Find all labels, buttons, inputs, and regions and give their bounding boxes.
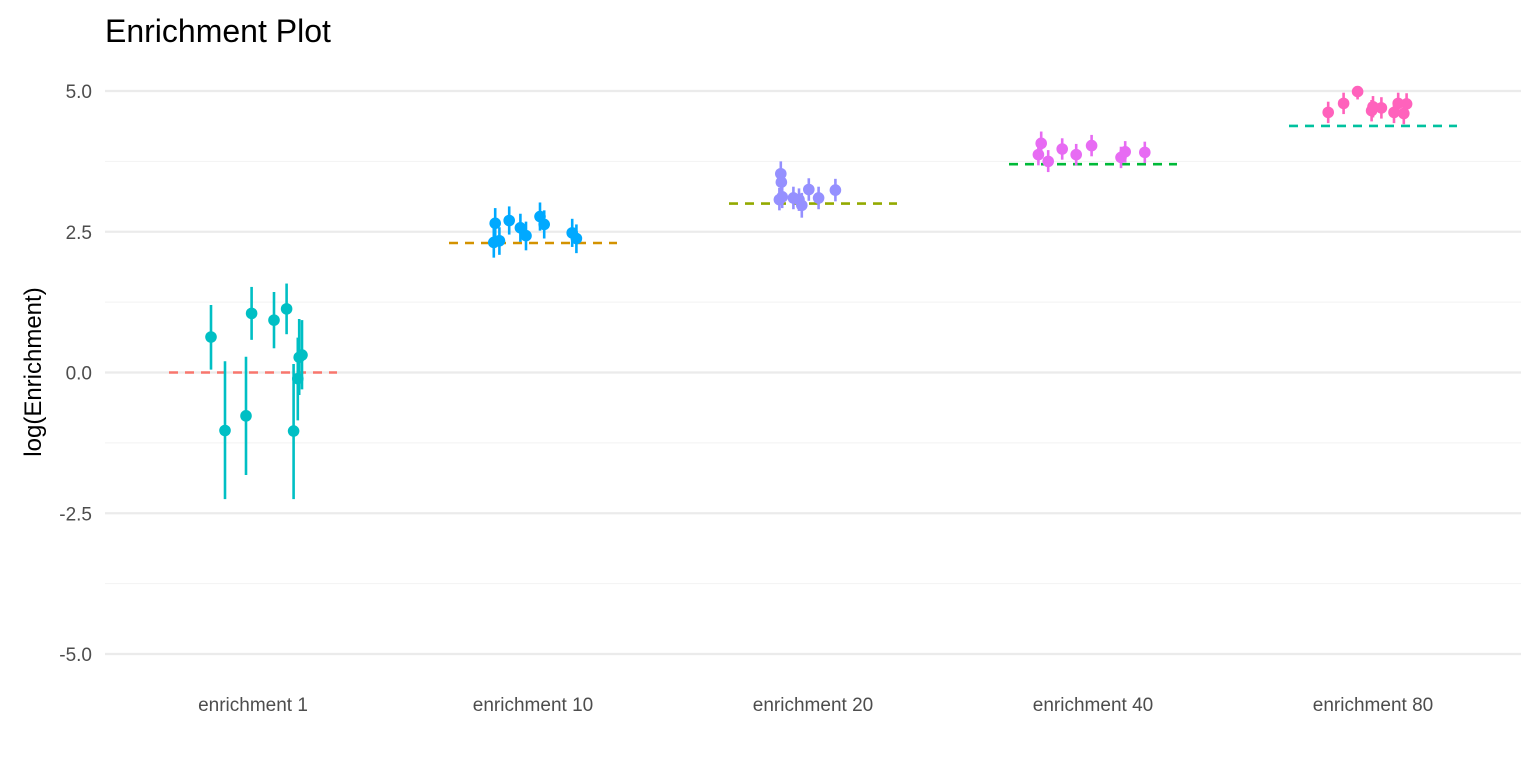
- x-axis-ticks: enrichment 1 enrichment 10 enrichment 20 en…: [198, 695, 1433, 716]
- data-point: [240, 410, 252, 422]
- data-point: [1070, 148, 1082, 161]
- data-point: [570, 232, 583, 245]
- data-point: [1322, 106, 1334, 119]
- data-point: [1056, 143, 1068, 155]
- data-point: [1042, 155, 1054, 168]
- data-point: [493, 234, 506, 247]
- x-tick-label: enrichment 40: [1033, 695, 1153, 716]
- x-tick-label: enrichment 20: [753, 695, 873, 716]
- grid-lines: [105, 89, 1521, 656]
- data-point: [775, 176, 788, 189]
- data-point: [538, 218, 550, 231]
- x-tick-label: enrichment 1: [198, 695, 308, 716]
- y-tick-label: 0.0: [66, 364, 92, 385]
- chart-title: Enrichment Plot: [105, 13, 331, 49]
- data-point: [520, 229, 532, 242]
- data-point: [296, 349, 308, 361]
- data-point: [219, 424, 231, 437]
- reference-lines: [169, 124, 1457, 374]
- data-point: [796, 199, 808, 212]
- y-tick-label: -2.5: [59, 504, 92, 525]
- data-point: [812, 192, 825, 204]
- x-tick-label: enrichment 80: [1313, 695, 1433, 716]
- data-point: [803, 183, 815, 196]
- data-point: [1400, 98, 1413, 110]
- data-points: [205, 85, 1413, 500]
- data-point: [489, 217, 502, 230]
- data-point: [1035, 137, 1047, 150]
- data-point: [1085, 139, 1098, 152]
- data-point: [829, 184, 842, 196]
- y-tick-label: 5.0: [66, 82, 92, 103]
- data-point: [1337, 97, 1350, 110]
- x-tick-label: enrichment 10: [473, 695, 593, 716]
- data-point: [776, 191, 788, 203]
- y-tick-label: 2.5: [66, 223, 92, 244]
- data-point: [205, 331, 217, 343]
- data-point: [1375, 102, 1388, 114]
- data-point: [1392, 97, 1404, 110]
- data-point: [1119, 146, 1131, 158]
- data-point: [268, 314, 280, 326]
- data-point: [280, 303, 293, 315]
- data-point: [245, 307, 258, 320]
- y-axis-label: log(Enrichment): [20, 287, 47, 456]
- y-axis-ticks: -5.0 -2.5 0.0 2.5 5.0: [59, 82, 92, 666]
- data-point: [1351, 85, 1364, 98]
- data-point: [503, 214, 515, 227]
- y-tick-label: -5.0: [59, 645, 92, 666]
- data-point: [1139, 146, 1151, 159]
- data-point: [287, 425, 300, 437]
